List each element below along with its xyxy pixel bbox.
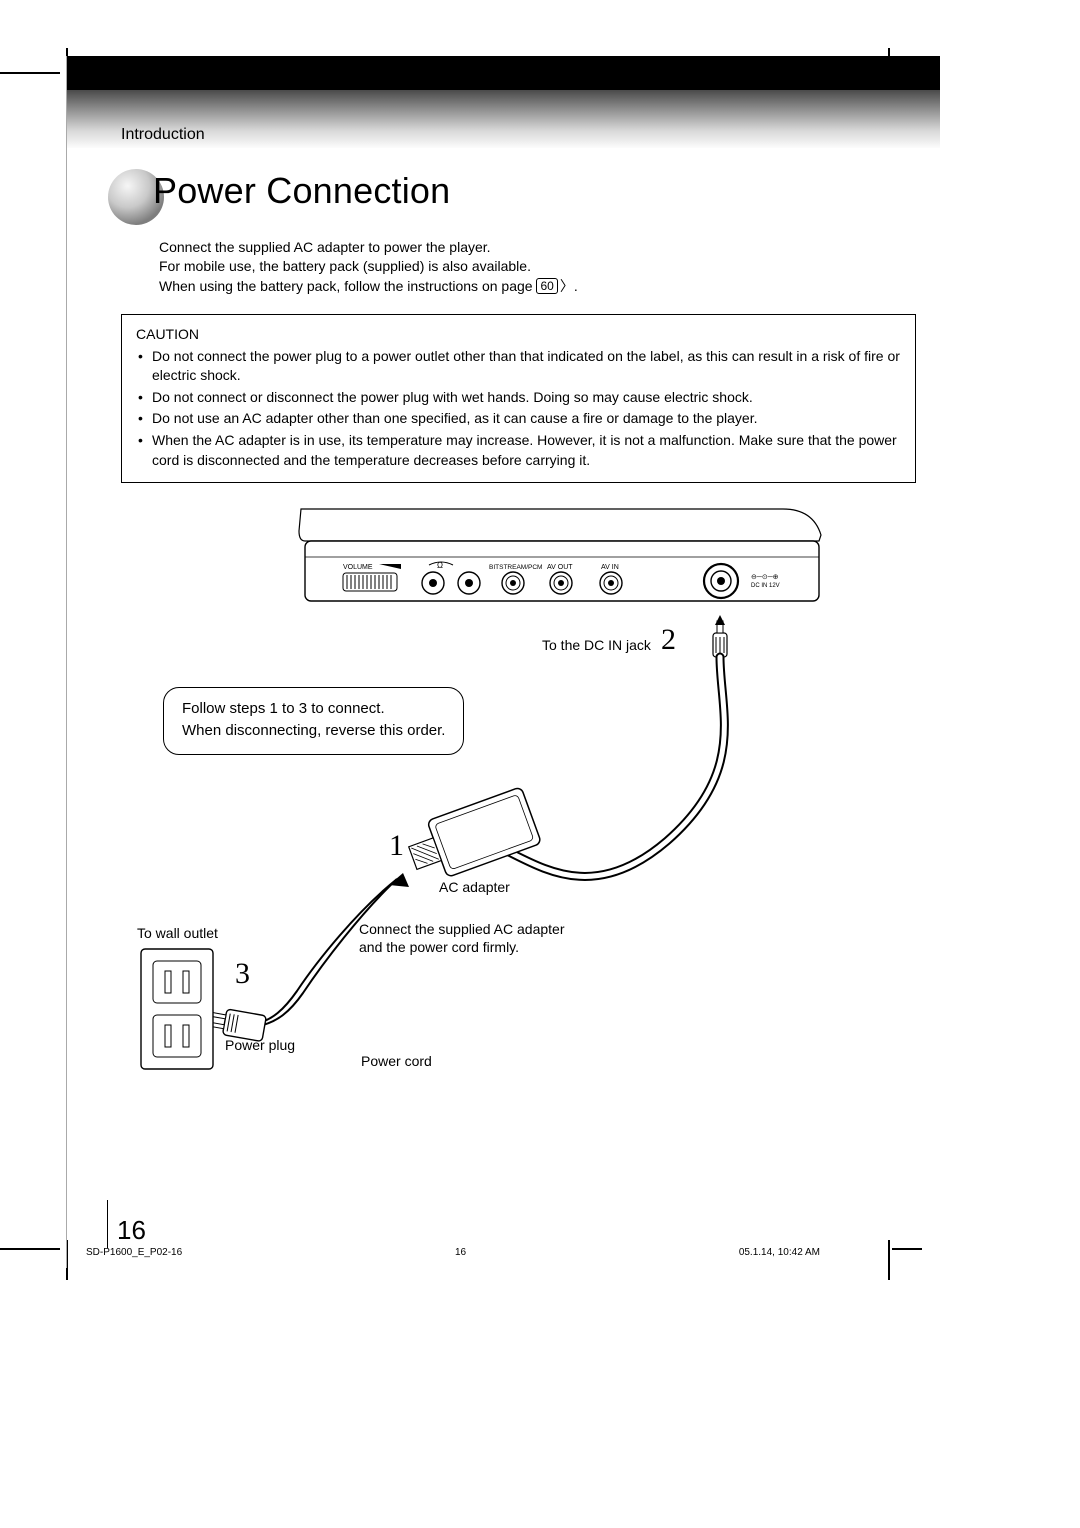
callout-line: Follow steps 1 to 3 to connect. xyxy=(182,698,445,720)
intro-line-pre: When using the battery pack, follow the … xyxy=(159,278,536,294)
caution-item: Do not connect or disconnect the power p… xyxy=(152,388,901,408)
step-number-2: 2 xyxy=(661,623,676,657)
connection-diagram xyxy=(127,591,827,1101)
device-label-avin: AV IN xyxy=(601,564,619,571)
svg-text:⊖─⊙─⊕: ⊖─⊙─⊕ xyxy=(751,574,779,581)
label-to-wall: To wall outlet xyxy=(137,925,218,941)
device-label-avout: AV OUT xyxy=(547,564,573,571)
caution-heading: CAUTION xyxy=(136,325,901,345)
page-number: 16 xyxy=(117,1215,146,1246)
page-title: Power Connection xyxy=(153,170,450,212)
ac-adapter-icon xyxy=(403,787,542,886)
label-to-dc-in: To the DC IN jack xyxy=(542,637,651,653)
cropmark xyxy=(0,72,60,74)
footer-page: 16 xyxy=(455,1247,466,1258)
label-power-cord: Power cord xyxy=(361,1053,432,1069)
caution-item: When the AC adapter is in use, its tempe… xyxy=(152,431,901,470)
caution-item: Do not connect the power plug to a power… xyxy=(152,347,901,386)
intro-line: For mobile use, the battery pack (suppli… xyxy=(159,257,940,276)
step-number-1: 1 xyxy=(389,829,404,863)
page-number-rule xyxy=(107,1200,108,1248)
intro-line: Connect the supplied AC adapter to power… xyxy=(159,238,940,257)
device-label-volume: VOLUME xyxy=(343,564,373,571)
device-label-bitstream: BITSTREAM/PCM xyxy=(489,564,542,571)
callout-line: When disconnecting, reverse this order. xyxy=(182,720,445,742)
label-power-plug: Power plug xyxy=(225,1037,295,1053)
black-header-bar xyxy=(67,56,940,90)
step-number-3: 3 xyxy=(235,957,250,991)
diagram-area: VOLUME Ω B xyxy=(67,501,940,1101)
intro-text: Connect the supplied AC adapter to power… xyxy=(159,238,940,296)
page-content: Introduction Power Connection Connect th… xyxy=(66,56,940,1268)
cropmark xyxy=(0,1248,60,1250)
gradient-header: Introduction xyxy=(67,90,940,148)
caution-box: CAUTION Do not connect the power plug to… xyxy=(121,314,916,483)
svg-text:Ω: Ω xyxy=(437,561,443,570)
label-connect-1: Connect the supplied AC adapter xyxy=(359,921,564,937)
intro-line-post: . xyxy=(574,278,578,294)
manual-page: Introduction Power Connection Connect th… xyxy=(0,0,1080,1528)
caution-item: Do not use an AC adapter other than one … xyxy=(152,409,901,429)
label-connect-2: and the power cord firmly. xyxy=(359,939,519,955)
title-row: Power Connection xyxy=(107,176,940,234)
caution-list: Do not connect the power plug to a power… xyxy=(136,347,901,471)
device-label-dcin: DC IN 12V xyxy=(751,583,780,589)
footer-timestamp: 05.1.14, 10:42 AM xyxy=(739,1247,820,1258)
intro-line: When using the battery pack, follow the … xyxy=(159,277,940,296)
section-label: Introduction xyxy=(121,126,205,144)
footer: SD-P1600_E_P02-16 16 05.1.14, 10:42 AM xyxy=(66,1243,940,1258)
page-ref: 60 xyxy=(536,278,557,294)
footer-doc-id: SD-P1600_E_P02-16 xyxy=(86,1247,182,1258)
wall-outlet-icon xyxy=(141,949,213,1069)
callout-box: Follow steps 1 to 3 to connect. When dis… xyxy=(163,687,464,755)
dc-plug-icon xyxy=(713,615,727,657)
label-ac-adapter: AC adapter xyxy=(439,879,510,895)
